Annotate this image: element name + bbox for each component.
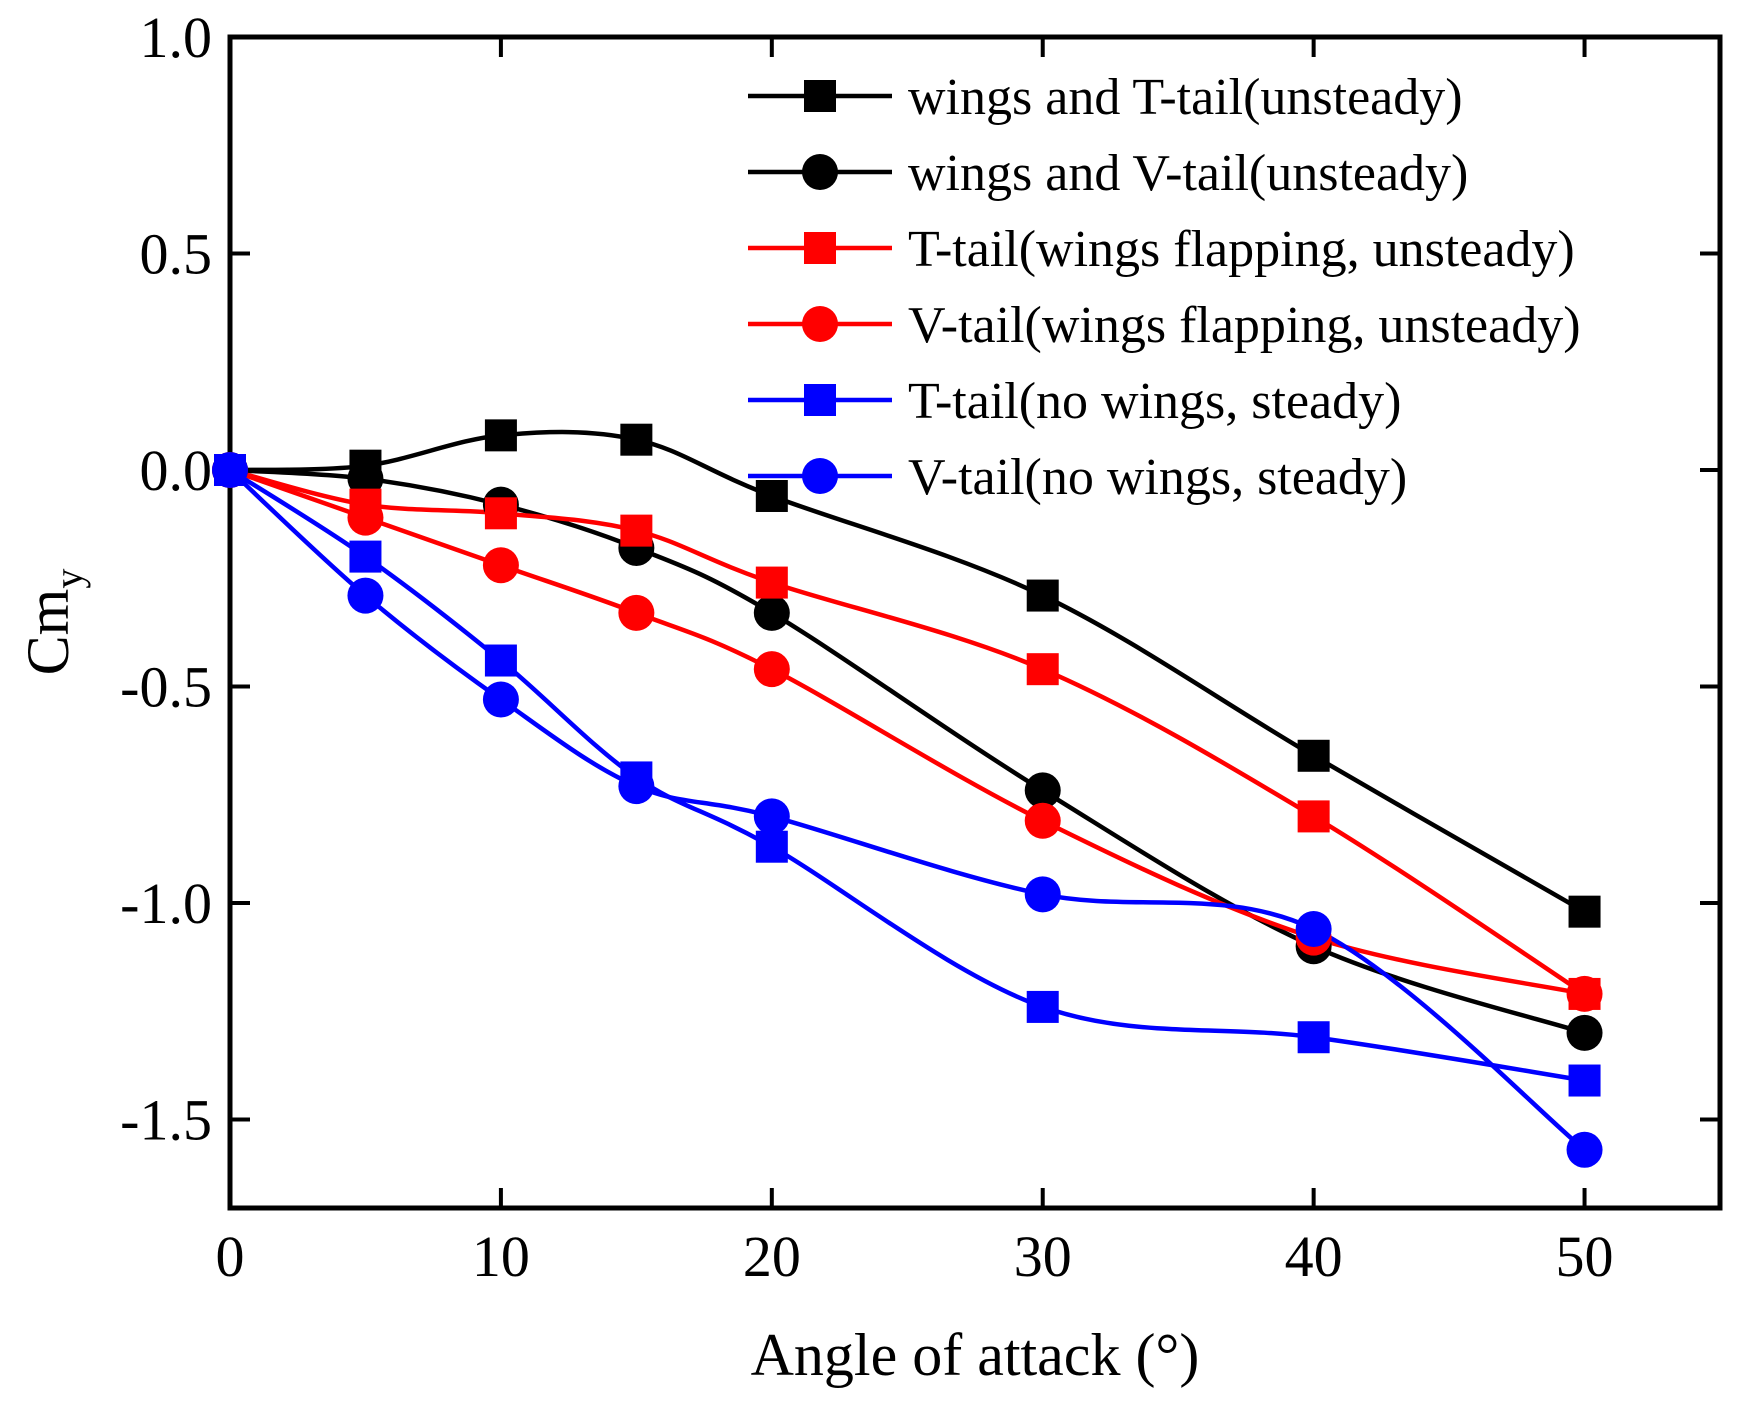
legend-label-5: T-tail(no wings, steady) bbox=[908, 373, 1401, 430]
data-point-series-4 bbox=[482, 547, 519, 584]
y-tick-label: 0.0 bbox=[140, 438, 213, 503]
y-axis-title-subscript: y bbox=[46, 569, 91, 589]
legend-label-2: wings and V-tail(unsteady) bbox=[908, 145, 1468, 202]
y-tick-label: -0.5 bbox=[120, 655, 212, 720]
legend-marker-2 bbox=[802, 154, 838, 190]
data-point-series-6 bbox=[347, 577, 384, 614]
data-point-series-4 bbox=[618, 594, 655, 631]
data-point-series-5 bbox=[1297, 1021, 1330, 1054]
data-point-series-2 bbox=[347, 460, 384, 497]
data-point-series-5 bbox=[1026, 990, 1059, 1023]
data-point-series-3 bbox=[1026, 653, 1059, 686]
x-tick-label: 50 bbox=[1556, 1224, 1614, 1289]
y-tick-label: 0.5 bbox=[140, 222, 213, 287]
data-point-series-5 bbox=[349, 540, 382, 573]
legend-marker-1 bbox=[804, 80, 836, 112]
data-point-series-4 bbox=[347, 499, 384, 536]
y-tick-label: 1.0 bbox=[140, 5, 213, 70]
series-line-4 bbox=[229, 467, 1586, 997]
axis-ticks: 0 10 20 30 40 50 1.0 0.5 0.0 -0.5 -1.0 -1.5 bbox=[120, 5, 1720, 1289]
data-point-series-1 bbox=[1568, 895, 1601, 928]
data-point-series-4 bbox=[1024, 802, 1061, 839]
series-lines bbox=[228, 429, 1586, 1152]
x-tick-label: 30 bbox=[1014, 1224, 1072, 1289]
plot-area-frame bbox=[227, 34, 1723, 1211]
x-tick-label: 40 bbox=[1285, 1224, 1343, 1289]
series-markers bbox=[212, 419, 1603, 1168]
series-line-5 bbox=[228, 468, 1585, 1083]
data-point-series-6 bbox=[1024, 876, 1061, 913]
legend-label-1: wings and T-tail(unsteady) bbox=[908, 69, 1463, 126]
x-tick-label: 0 bbox=[216, 1224, 245, 1289]
data-point-series-1 bbox=[1026, 579, 1059, 612]
x-tick-label: 20 bbox=[743, 1224, 801, 1289]
data-point-series-6 bbox=[212, 452, 248, 488]
series-line-2 bbox=[229, 467, 1586, 1036]
data-point-series-2 bbox=[1566, 1014, 1603, 1051]
data-point-series-6 bbox=[482, 681, 519, 718]
data-point-series-3 bbox=[755, 566, 788, 599]
y-axis-title: Cmy bbox=[15, 569, 91, 676]
legend: wings and T-tail(unsteady) wings and V-ta… bbox=[748, 69, 1581, 506]
data-point-series-1 bbox=[484, 419, 517, 452]
x-axis-title: Angle of attack (°) bbox=[751, 1322, 1200, 1388]
data-point-series-6 bbox=[1566, 1131, 1603, 1168]
data-point-series-5 bbox=[484, 644, 517, 677]
x-tick-label: 10 bbox=[472, 1224, 530, 1289]
legend-label-4: V-tail(wings flapping, unsteady) bbox=[908, 297, 1581, 354]
data-point-series-2 bbox=[1024, 772, 1061, 809]
svg-text:Cmy: Cmy bbox=[15, 569, 91, 676]
legend-marker-6 bbox=[802, 458, 838, 494]
y-tick-label: -1.0 bbox=[120, 871, 212, 936]
legend-marker-4 bbox=[802, 306, 838, 342]
data-point-series-3 bbox=[484, 497, 517, 530]
data-point-series-6 bbox=[1295, 910, 1332, 947]
data-point-series-6 bbox=[618, 768, 655, 805]
series-line-3 bbox=[229, 467, 1586, 996]
y-tick-label: -1.5 bbox=[120, 1088, 212, 1153]
legend-label-3: T-tail(wings flapping, unsteady) bbox=[908, 221, 1575, 278]
data-point-series-2 bbox=[753, 594, 790, 631]
legend-marker-5 bbox=[804, 384, 836, 416]
data-point-series-1 bbox=[755, 479, 788, 512]
data-point-series-4 bbox=[1566, 975, 1603, 1012]
data-point-series-5 bbox=[1568, 1064, 1601, 1097]
data-point-series-5 bbox=[755, 830, 788, 863]
legend-marker-3 bbox=[804, 232, 836, 264]
data-point-series-4 bbox=[753, 651, 790, 688]
data-point-series-1 bbox=[620, 423, 653, 456]
data-point-series-3 bbox=[620, 514, 653, 547]
data-point-series-6 bbox=[753, 798, 790, 835]
data-point-series-1 bbox=[1297, 739, 1330, 772]
y-axis-title-main: Cm bbox=[15, 589, 81, 676]
data-point-series-3 bbox=[1297, 800, 1330, 833]
legend-label-6: V-tail(no wings, steady) bbox=[908, 449, 1407, 506]
